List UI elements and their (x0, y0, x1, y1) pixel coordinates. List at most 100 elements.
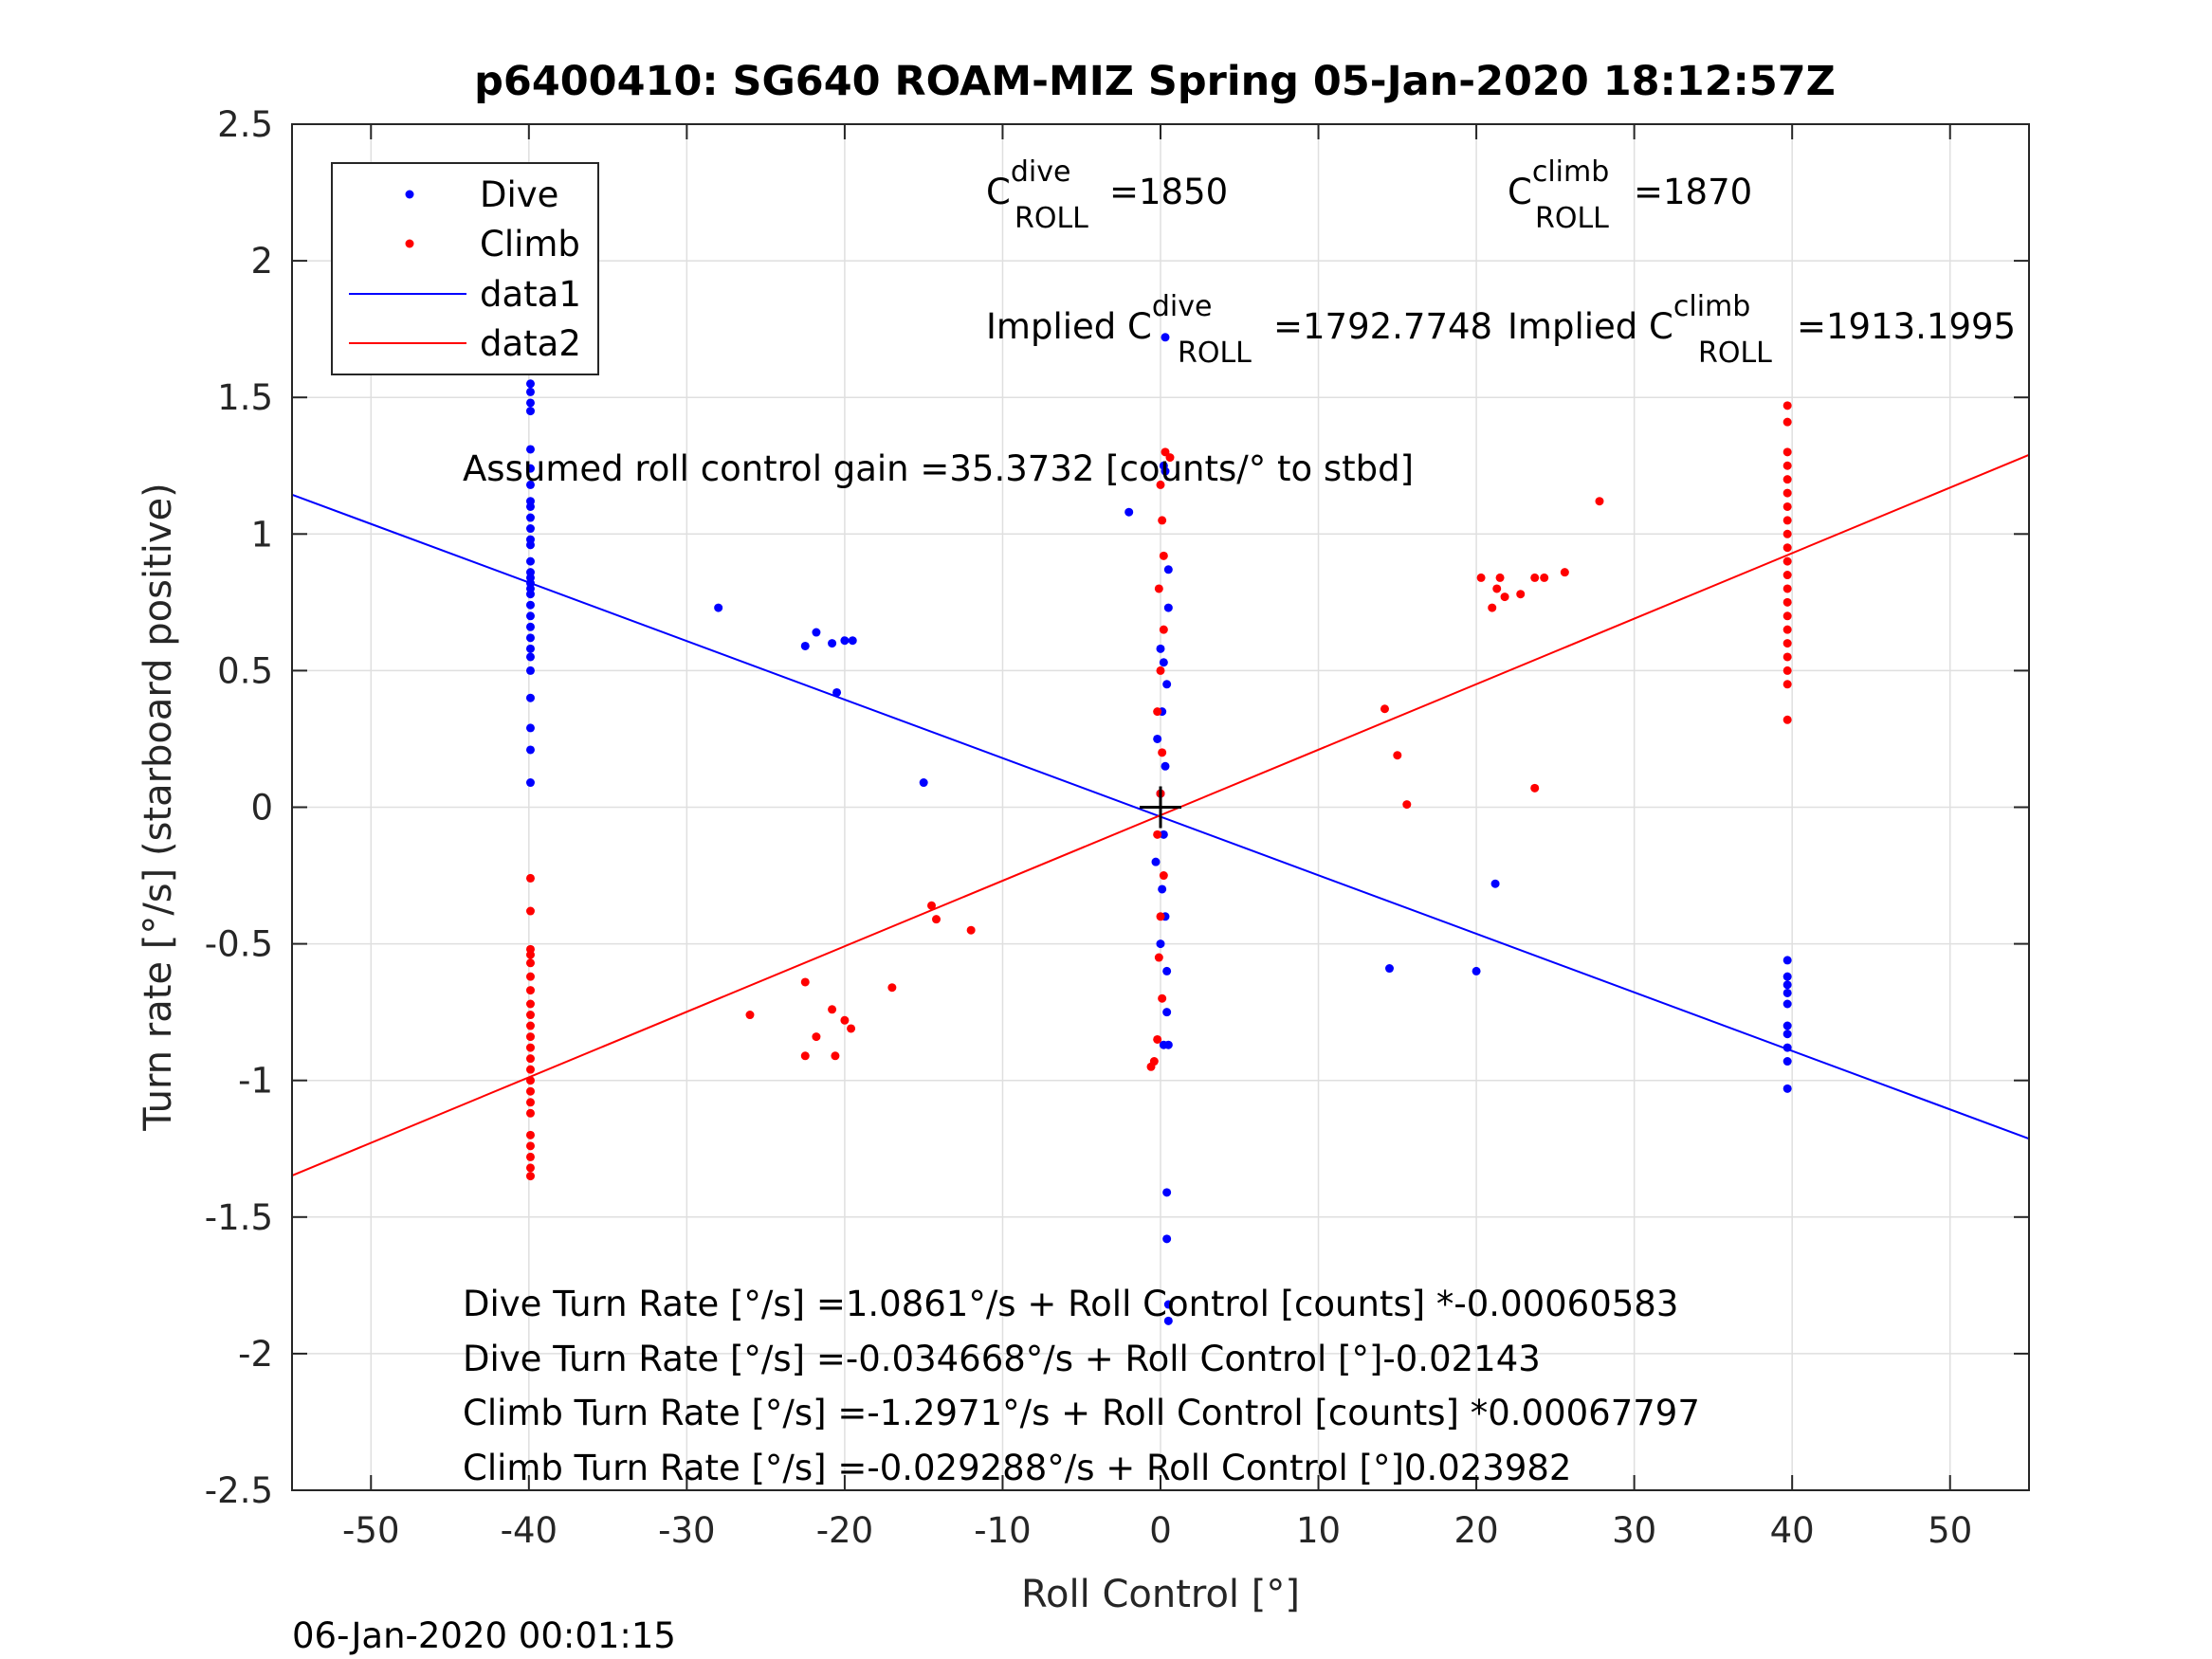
point-climb (1402, 800, 1412, 810)
implied-c-roll-dive-label: Implied Cdive ROLL =1792.7748 (986, 290, 1492, 370)
point-dive (800, 641, 810, 650)
point-climb (525, 972, 535, 981)
c-roll-dive-base: C (986, 172, 1011, 212)
point-dive (1163, 1316, 1173, 1325)
point-dive (525, 540, 535, 550)
x-tick-label: -20 (816, 1510, 873, 1551)
point-climb (1782, 597, 1792, 607)
point-climb (525, 1032, 535, 1042)
point-climb (1156, 665, 1165, 675)
point-climb (1782, 571, 1792, 580)
legend-box (331, 162, 599, 375)
point-climb (1595, 497, 1604, 506)
point-climb (525, 986, 535, 995)
legend-marker-climb (405, 239, 414, 248)
point-dive (525, 387, 535, 396)
point-climb (966, 925, 976, 935)
point-climb (1500, 592, 1509, 602)
point-dive (1162, 966, 1172, 975)
point-climb (887, 983, 897, 993)
implied-dive-base: Implied C (986, 306, 1152, 347)
point-climb (1153, 1034, 1162, 1044)
point-dive (848, 636, 857, 646)
x-tick-label: -30 (658, 1510, 715, 1551)
point-climb (1782, 556, 1792, 566)
point-climb (1156, 480, 1165, 489)
point-climb (1782, 584, 1792, 593)
point-climb (1782, 611, 1792, 621)
point-climb (525, 1054, 535, 1064)
climb-equation-degrees: Climb Turn Rate [°/s] =-0.029288°/s + Ro… (463, 1448, 1571, 1488)
point-climb (1782, 639, 1792, 648)
point-dive (1162, 1234, 1172, 1244)
point-dive (1162, 1188, 1172, 1197)
point-climb (525, 1108, 535, 1118)
legend-marker-dive (405, 190, 414, 199)
point-climb (1488, 603, 1497, 612)
point-climb (847, 1024, 856, 1033)
point-dive (1124, 507, 1134, 517)
point-dive (840, 636, 850, 646)
point-dive (1384, 964, 1394, 974)
point-climb (525, 958, 535, 968)
dive-equation-degrees: Dive Turn Rate [°/s] =-0.034668°/s + Rol… (463, 1339, 1541, 1379)
point-climb (525, 950, 535, 959)
point-dive (919, 778, 928, 788)
c-roll-dive-sup: dive (1011, 155, 1071, 189)
implied-dive-sup: dive (1152, 290, 1213, 323)
point-climb (525, 1065, 535, 1074)
point-dive (525, 407, 535, 416)
point-dive (1163, 1300, 1173, 1309)
point-climb (1782, 447, 1792, 457)
point-climb (525, 1130, 535, 1139)
point-climb (1146, 1062, 1156, 1071)
point-dive (828, 639, 837, 648)
y-tick-label: 0.5 (217, 650, 273, 691)
dive-equation-counts: Dive Turn Rate [°/s] =1.0861°/s + Roll C… (463, 1284, 1678, 1324)
point-climb (1156, 912, 1165, 921)
point-dive (714, 603, 723, 612)
point-climb (1782, 516, 1792, 525)
x-axis-label: Roll Control [°] (1021, 1573, 1300, 1616)
implied-climb-base: Implied C (1508, 306, 1673, 347)
point-dive (1153, 734, 1162, 743)
c-roll-dive-value: =1850 (1109, 172, 1228, 212)
implied-climb-value: =1913.1995 (1797, 306, 2016, 347)
point-dive (1161, 466, 1170, 476)
point-dive (1490, 879, 1500, 888)
point-dive (525, 778, 535, 788)
point-climb (525, 1141, 535, 1151)
y-tick-label: -0.5 (205, 924, 273, 965)
point-climb (1782, 461, 1792, 470)
implied-climb-sub: ROLL (1698, 337, 1772, 370)
y-tick-label: 2 (250, 241, 273, 282)
x-tick-label: 0 (1149, 1510, 1172, 1551)
x-tick-label: -40 (501, 1510, 558, 1551)
point-climb (800, 977, 810, 987)
point-dive (1161, 333, 1170, 342)
point-climb (1540, 573, 1549, 582)
point-climb (1492, 584, 1502, 593)
point-climb (800, 1051, 810, 1061)
timestamp: 06-Jan-2020 00:01:15 (292, 1615, 676, 1656)
point-dive (525, 501, 535, 511)
point-dive (1156, 939, 1165, 949)
c-roll-dive-label: Cdive ROLL =1850 (986, 155, 1228, 235)
point-dive (525, 513, 535, 522)
x-tick-label: 20 (1454, 1510, 1499, 1551)
point-climb (1159, 551, 1168, 560)
center-marker (1140, 786, 1181, 829)
point-dive (525, 622, 535, 631)
c-roll-climb-label: Cclimb ROLL =1870 (1508, 155, 1752, 235)
legend: Dive Climb data1 data2 (331, 162, 599, 375)
point-climb (828, 1005, 837, 1014)
point-dive (525, 524, 535, 534)
axis-ticks: -50 -40 -30 -20 -10 0 10 20 30 40 50-2.5-2-1.5-1-0… (205, 104, 2029, 1551)
point-dive (1782, 980, 1792, 990)
point-dive (525, 745, 535, 755)
point-dive (1782, 1030, 1792, 1039)
point-climb (1782, 417, 1792, 427)
point-dive (1162, 680, 1172, 689)
point-dive (1163, 565, 1173, 574)
